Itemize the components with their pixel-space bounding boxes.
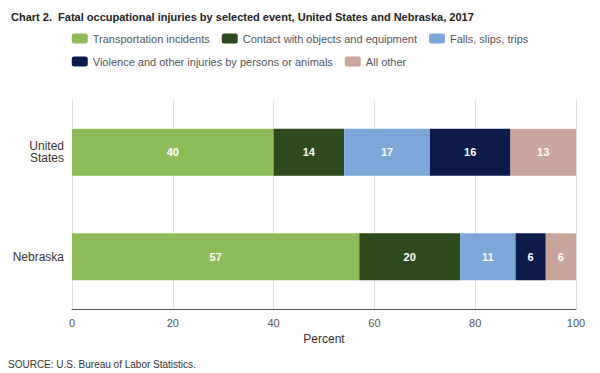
svg-text:Contact with objects and equip: Contact with objects and equipment xyxy=(243,33,417,45)
svg-text:Percent: Percent xyxy=(303,332,345,346)
svg-text:All other: All other xyxy=(366,56,407,68)
svg-text:Violence and other injuries by: Violence and other injuries by persons o… xyxy=(93,56,334,68)
svg-text:United: United xyxy=(29,139,64,154)
svg-text:13: 13 xyxy=(537,146,549,158)
svg-text:40: 40 xyxy=(167,146,179,158)
svg-text:60: 60 xyxy=(368,317,380,329)
svg-text:6: 6 xyxy=(558,251,564,263)
svg-text:Falls, slips, trips: Falls, slips, trips xyxy=(450,33,529,45)
svg-text:Chart 2. Fatal occupational i: Chart 2. Fatal occupational injuries by … xyxy=(11,11,474,23)
svg-text:States: States xyxy=(30,151,64,165)
svg-text:80: 80 xyxy=(469,317,481,329)
svg-text:16: 16 xyxy=(464,146,476,158)
svg-text:17: 17 xyxy=(381,146,393,158)
svg-text:SOURCE: U.S. Bureau of Labor S: SOURCE: U.S. Bureau of Labor Statistics. xyxy=(8,359,196,370)
svg-text:20: 20 xyxy=(167,317,179,329)
svg-text:Nebraska: Nebraska xyxy=(13,250,65,264)
svg-text:40: 40 xyxy=(267,317,279,329)
svg-text:20: 20 xyxy=(404,251,416,263)
svg-text:0: 0 xyxy=(69,317,75,329)
svg-text:6: 6 xyxy=(528,251,534,263)
svg-text:11: 11 xyxy=(482,251,494,263)
svg-text:100: 100 xyxy=(567,317,585,329)
svg-text:Transportation incidents: Transportation incidents xyxy=(93,33,210,45)
svg-text:57: 57 xyxy=(210,251,222,263)
svg-text:14: 14 xyxy=(303,146,316,158)
